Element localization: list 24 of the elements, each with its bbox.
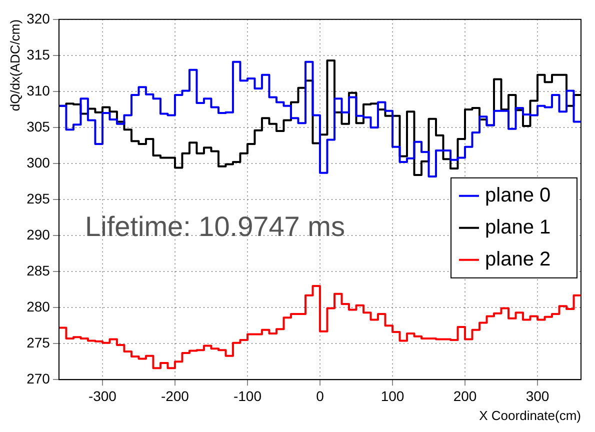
y-axis-title: dQ/dx(ADC/cm) [7, 19, 22, 112]
y-tick-label: 300 [26, 154, 50, 170]
x-axis-title: X Coordinate(cm) [479, 408, 581, 423]
y-tick-label: 280 [26, 298, 50, 314]
y-tick-label: 305 [26, 118, 50, 134]
legend-label: plane 0 [485, 184, 551, 206]
x-tick-label: -300 [88, 388, 117, 404]
annotation: Lifetime: 10.9747 ms [85, 211, 345, 242]
x-tick-label: 200 [453, 388, 477, 404]
x-tick-label: 0 [316, 388, 324, 404]
y-tick-label: 290 [26, 226, 50, 242]
y-tick-label: 285 [26, 262, 50, 278]
y-tick-label: 270 [26, 370, 50, 386]
y-tick-label: 310 [26, 82, 50, 98]
y-tick-label: 315 [26, 46, 50, 62]
y-tick-label: 275 [26, 334, 50, 350]
x-tick-label: -200 [160, 388, 190, 404]
legend-label: plane 2 [485, 248, 551, 270]
x-tick-label: 300 [526, 388, 550, 404]
y-tick-label: 295 [26, 190, 50, 206]
x-tick-label: 100 [380, 388, 404, 404]
legend-label: plane 1 [485, 216, 551, 238]
y-tick-label: 320 [26, 10, 50, 26]
x-tick-label: -100 [233, 388, 262, 404]
